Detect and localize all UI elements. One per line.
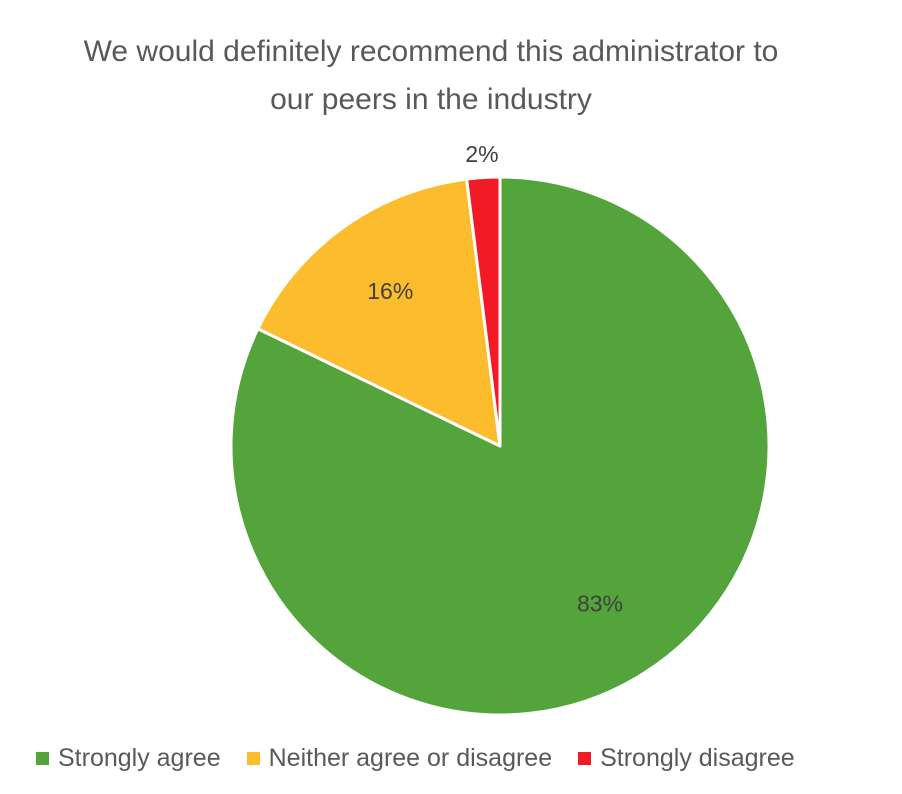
legend-swatch-strongly-disagree <box>578 751 592 765</box>
data-label-neither-agree-or-disagree: 16% <box>367 278 413 304</box>
pie-slice-neither-agree-or-disagree <box>256 177 502 448</box>
chart-title: We would definitely recommend this admin… <box>0 28 862 124</box>
chart-title-line-1: We would definitely recommend this admin… <box>83 35 779 68</box>
data-label-strongly-agree: 83% <box>577 591 623 617</box>
legend-swatch-strongly-agree <box>36 751 49 765</box>
legend-label-neither-agree-or-disagree: Neither agree or disagree <box>268 743 553 772</box>
legend-label-strongly-agree: Strongly agree <box>58 743 221 772</box>
data-label-strongly-disagree: 2% <box>465 141 498 167</box>
legend-item-strongly-agree: Strongly agree <box>36 744 221 773</box>
legend-item-strongly-disagree: Strongly disagree <box>578 744 795 773</box>
legend-item-neither-agree-or-disagree: Neither agree or disagree <box>246 743 553 773</box>
legend-label-strongly-disagree: Strongly disagree <box>600 743 795 772</box>
pie-slice-strongly-disagree <box>465 175 502 448</box>
chart-legend: Strongly agree Neither agree or disagree… <box>36 740 821 776</box>
legend-swatch-neither-agree-or-disagree <box>246 751 260 765</box>
chart-title-line-2: our peers in the industry <box>270 83 592 116</box>
